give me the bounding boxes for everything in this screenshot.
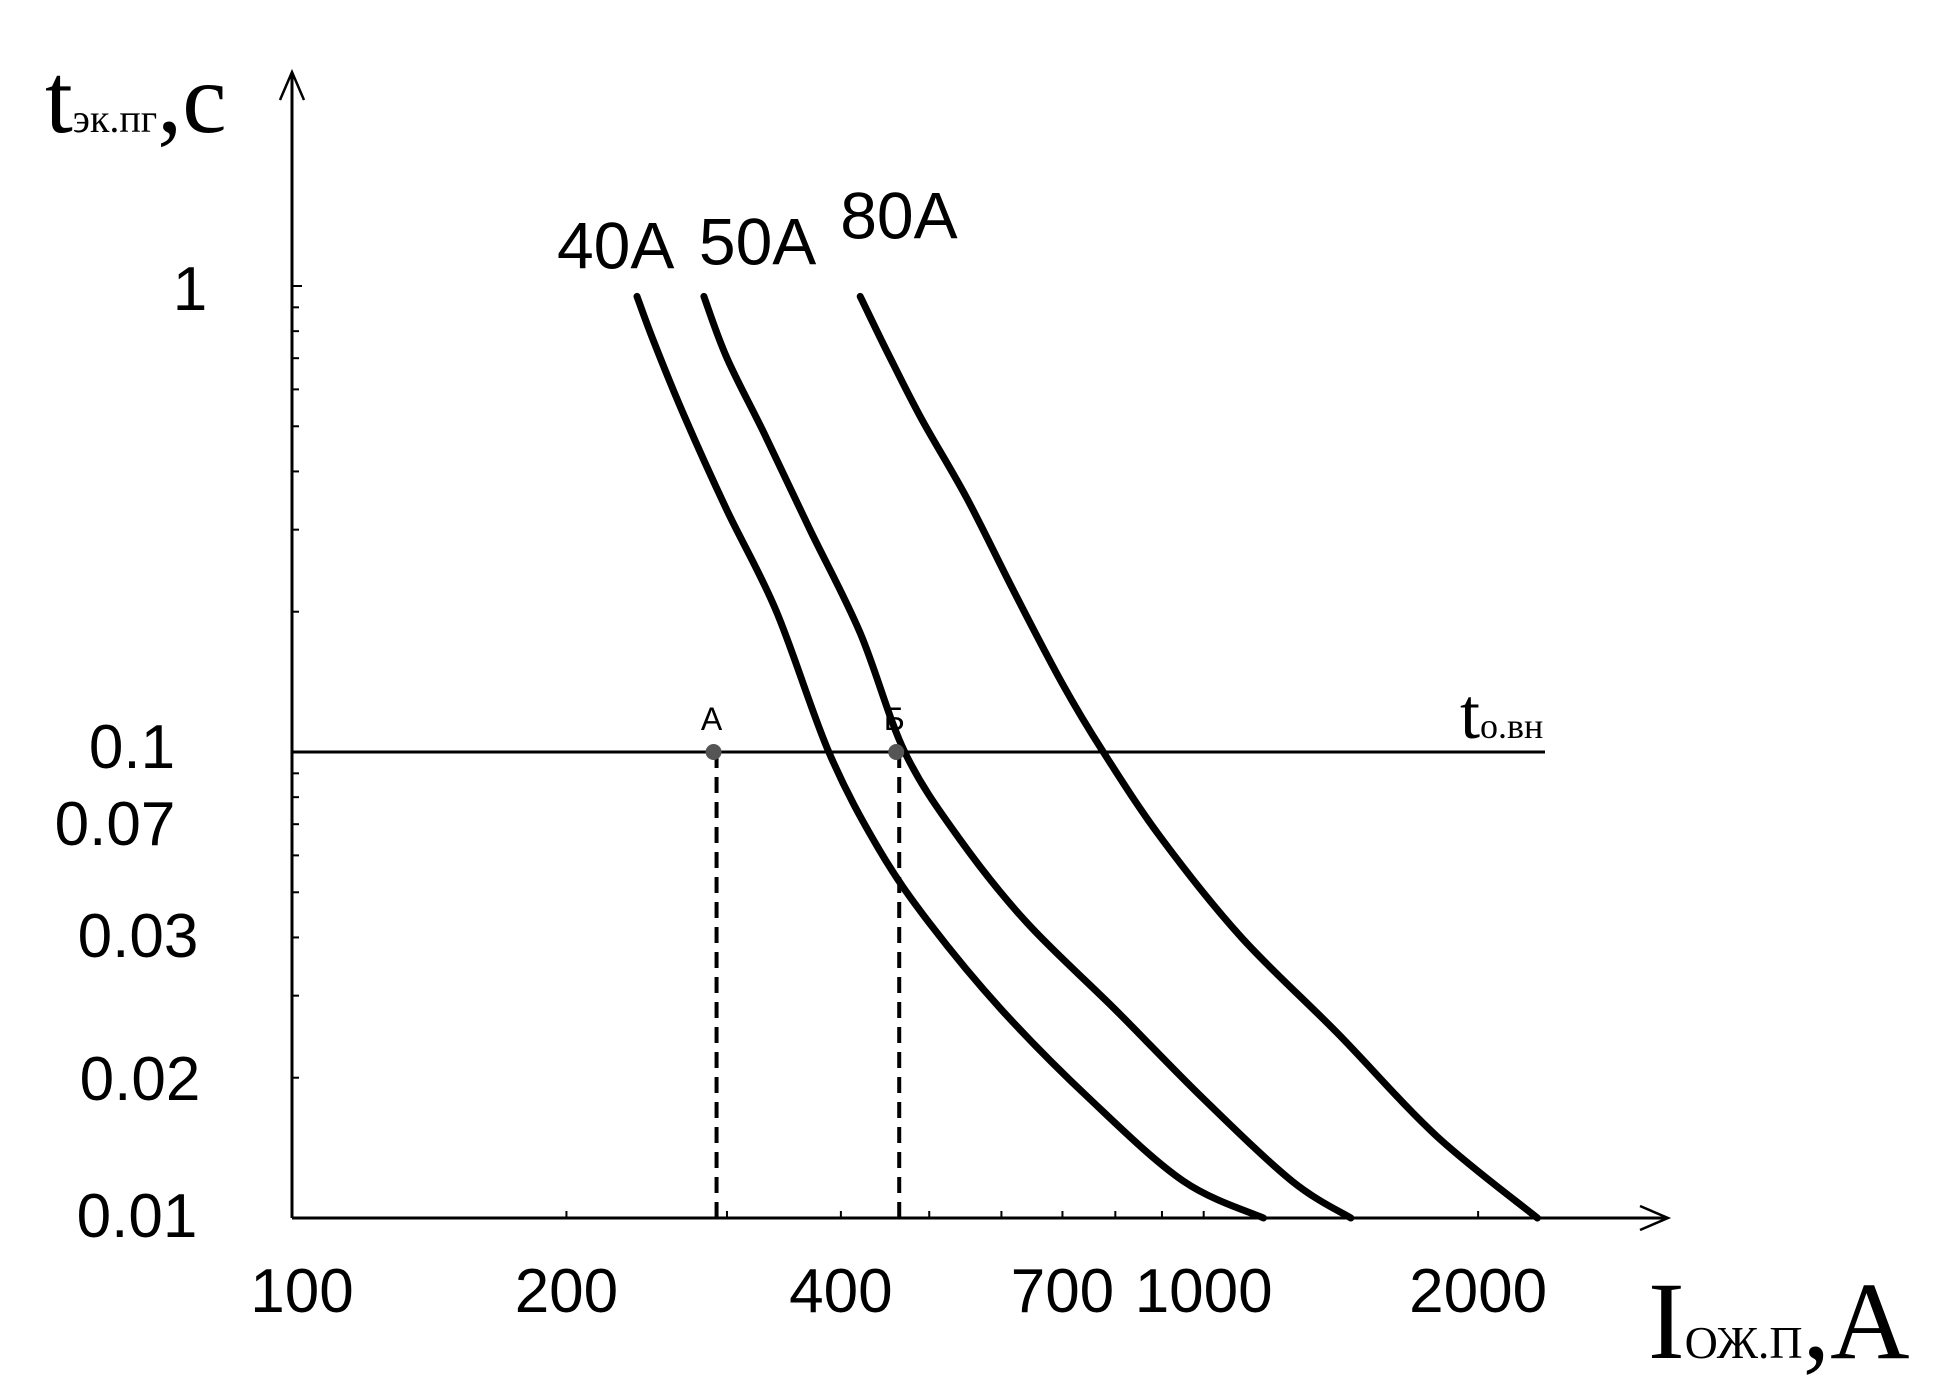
- x-tick-label: 100: [250, 1257, 353, 1326]
- marker-point: [888, 744, 905, 760]
- y-tick-label: 0.01: [77, 1182, 198, 1251]
- x-axis-arrow: [1639, 1204, 1672, 1232]
- x-tick-label: 700: [1011, 1257, 1114, 1326]
- x-tick-label: 1000: [1135, 1257, 1273, 1326]
- x-tick-label: 200: [515, 1257, 618, 1326]
- tick-labels: 100 200 400 700 1000 2000 1 0.1 0.07 0.03 0.02 0.01: [55, 255, 1547, 1326]
- curve-50A: [700, 292, 1355, 1222]
- y-axis-arrow: [278, 68, 306, 101]
- marker-label: А: [701, 701, 723, 737]
- axis-titles: tэк.пг,с IОЖ.П,А: [45, 43, 1910, 1378]
- series-label: 40A: [557, 208, 674, 282]
- x-tick-label: 2000: [1409, 1257, 1547, 1326]
- x-tick-label: 400: [789, 1257, 892, 1326]
- x-axis-title: IОЖ.П,А: [1648, 1260, 1910, 1378]
- y-tick-label: 0.1: [89, 713, 175, 782]
- curves: 40A 50A 80A: [557, 178, 1541, 1222]
- marker-label: Б: [884, 701, 905, 737]
- axes: [278, 68, 1672, 1232]
- y-tick-label: 1: [173, 255, 207, 324]
- series-label: 80A: [840, 178, 957, 252]
- reference-line-group: tо.вн: [292, 674, 1545, 754]
- y-tick-label: 0.02: [80, 1045, 201, 1114]
- series-label: 50A: [699, 204, 816, 278]
- marker-point: [705, 744, 722, 760]
- y-axis-title: tэк.пг,с: [45, 43, 227, 154]
- y-tick-label: 0.07: [55, 790, 176, 859]
- curve-40A: [633, 292, 1267, 1222]
- y-tick-label: 0.03: [78, 902, 199, 971]
- reference-line-label: tо.вн: [1460, 674, 1543, 754]
- curve-80A: [856, 292, 1541, 1222]
